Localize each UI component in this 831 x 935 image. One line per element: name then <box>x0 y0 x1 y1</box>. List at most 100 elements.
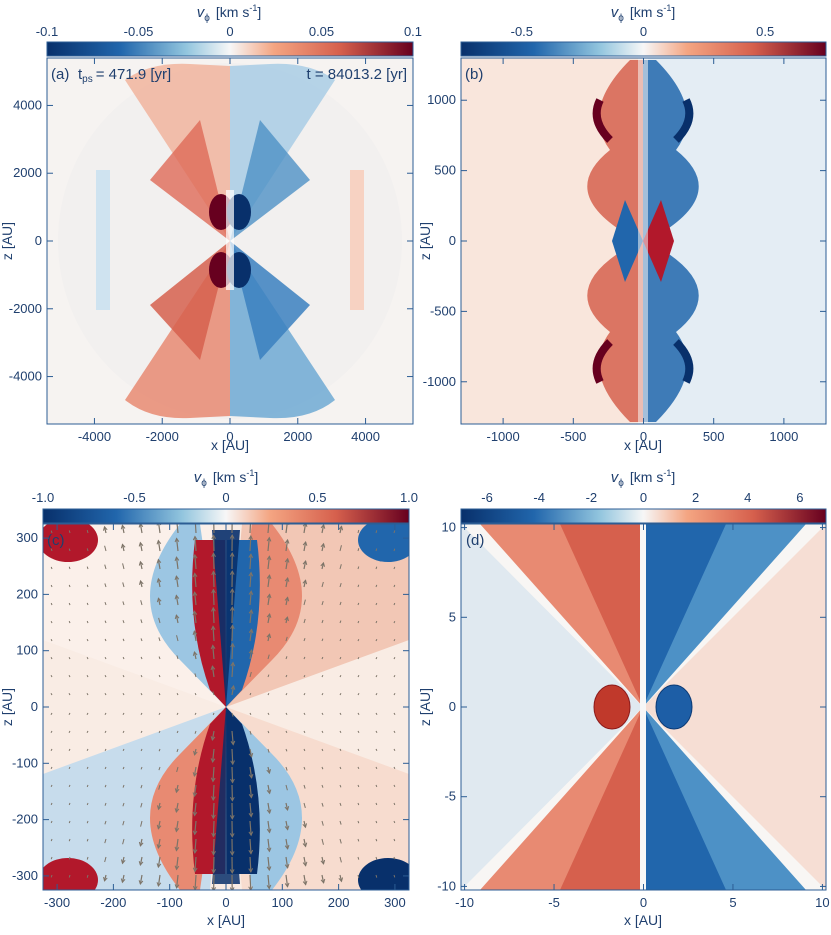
velocity-arrow <box>213 571 214 587</box>
y-tick-label: -1000 <box>423 374 456 389</box>
y-tick-label: 300 <box>16 530 38 545</box>
colorbar-b <box>461 42 826 56</box>
x-tick-label: -10 <box>455 895 474 910</box>
y-tick-label: 100 <box>16 643 38 658</box>
velocity-arrow <box>213 839 214 855</box>
colorbar-tick-label: -2 <box>586 490 598 505</box>
velocity-arrow <box>232 767 233 783</box>
colorbar-a-title: vϕ[km s-1] <box>197 3 261 24</box>
colorbar-tick-label: 0.05 <box>309 24 334 39</box>
colorbar-tick-label: -1.0 <box>32 490 54 505</box>
x-tick-label: -4000 <box>78 429 111 444</box>
x-label-a: x [AU] <box>211 437 249 453</box>
x-tick-label: 200 <box>328 895 350 910</box>
velocity-arrow <box>213 608 214 623</box>
velocity-arrow <box>250 536 251 551</box>
x-tick-label: 500 <box>703 429 725 444</box>
panel-c-label: (c) <box>47 532 65 549</box>
velocity-arrow <box>213 821 214 837</box>
colorbar-tick-label: 4 <box>744 490 751 505</box>
y-tick-label: 0 <box>31 699 38 714</box>
colorbar-d-ticks: -6 -4 -2 0 2 4 6 <box>481 490 803 505</box>
x-tick-label: 10 <box>815 895 829 910</box>
x-tick-label: -100 <box>157 895 183 910</box>
x-tick-label: -200 <box>100 895 126 910</box>
panel-a: vϕ[km s-1] -0.1 -0.05 0 0.05 0.1 <box>0 3 422 453</box>
heatmap-d <box>461 524 826 890</box>
y-tick-label: 10 <box>442 520 456 535</box>
colorbar-c <box>43 509 409 523</box>
y-label-a: z [AU] <box>0 222 15 260</box>
y-tick-label: 0 <box>449 699 456 714</box>
colorbar-tick-label: 0.1 <box>404 24 422 39</box>
x-tick-label: 5 <box>729 895 736 910</box>
colorbar-d-title: vϕ[km s-1] <box>611 468 675 489</box>
y-tick-label: -5 <box>444 789 456 804</box>
colorbar-d <box>461 509 826 523</box>
y-tick-label: 1000 <box>427 92 456 107</box>
colorbar-tick-label: -0.1 <box>36 24 58 39</box>
colorbar-tick-label: 0.5 <box>756 24 774 39</box>
colorbar-b-ticks: -0.5 0 0.5 <box>511 24 775 39</box>
colorbar-a <box>47 42 413 56</box>
x-tick-label: 4000 <box>351 429 380 444</box>
y-tick-label: 2000 <box>13 165 42 180</box>
y-label-d: z [AU] <box>417 688 433 726</box>
x-tick-label: -5 <box>548 895 560 910</box>
y-tick-label: 0 <box>449 233 456 248</box>
y-tick-label: -100 <box>12 755 38 770</box>
x-tick-label: -2000 <box>146 429 179 444</box>
velocity-arrow <box>232 749 233 764</box>
colorbar-tick-label: -0.05 <box>124 24 154 39</box>
x-label-c: x [AU] <box>207 912 245 928</box>
colorbar-tick-label: 2 <box>692 490 699 505</box>
colorbar-a-ticks: -0.1 -0.05 0 0.05 0.1 <box>36 24 422 39</box>
y-tick-label: -200 <box>12 812 38 827</box>
x-label-b: x [AU] <box>624 437 662 453</box>
x-tick-label: 300 <box>384 895 406 910</box>
velocity-arrow <box>213 785 214 800</box>
y-tick-label: -300 <box>12 868 38 883</box>
colorbar-tick-label: 6 <box>796 490 803 505</box>
y-label-c: z [AU] <box>0 688 15 726</box>
colorbar-tick-label: 0 <box>640 24 647 39</box>
colorbar-b-title: vϕ[km s-1] <box>611 3 675 24</box>
x-tick-label: 2000 <box>283 429 312 444</box>
heatmap-b <box>461 58 826 424</box>
colorbar-tick-label: -0.5 <box>123 490 145 505</box>
y-tick-label: 0 <box>35 233 42 248</box>
colorbar-tick-label: -4 <box>533 490 545 505</box>
y-tick-label: -500 <box>430 303 456 318</box>
y-tick-label: -10 <box>437 878 456 893</box>
panel-d-label: (d) <box>466 532 484 549</box>
panel-a-time: t = 84013.2 [yr] <box>307 66 407 83</box>
y-tick-label: -4000 <box>9 369 42 384</box>
velocity-arrow <box>232 625 233 641</box>
colorbar-tick-label: 0 <box>640 490 647 505</box>
heatmap-a <box>47 58 413 424</box>
colorbar-tick-label: 0.5 <box>308 490 326 505</box>
colorbar-tick-label: 0 <box>222 490 229 505</box>
panel-b: vϕ[km s-1] -0.5 0 0.5 <box>417 3 826 453</box>
velocity-arrow <box>232 644 233 659</box>
x-tick-label: -500 <box>560 429 586 444</box>
panel-a-label: (a) <box>51 66 69 83</box>
y-tick-label: -2000 <box>9 301 42 316</box>
x-label-d: x [AU] <box>624 912 662 928</box>
colorbar-tick-label: -6 <box>481 490 493 505</box>
x-tick-label: -1000 <box>486 429 519 444</box>
panel-d: vϕ[km s-1] -6 -4 -2 0 2 4 6 (d) -10 -5 0 5 10 -10 -… <box>417 468 830 928</box>
colorbar-tick-label: 0 <box>226 24 233 39</box>
colorbar-c-title: vϕ[km s-1] <box>194 468 258 489</box>
colorbar-tick-label: -0.5 <box>511 24 533 39</box>
y-tick-label: 5 <box>449 609 456 624</box>
panel-b-label: (b) <box>465 66 483 83</box>
y-tick-label: 500 <box>434 163 456 178</box>
x-tick-label: 0 <box>640 895 647 910</box>
y-tick-label: 200 <box>16 586 38 601</box>
y-label-b: z [AU] <box>417 222 433 260</box>
velocity-arrow <box>213 590 214 605</box>
